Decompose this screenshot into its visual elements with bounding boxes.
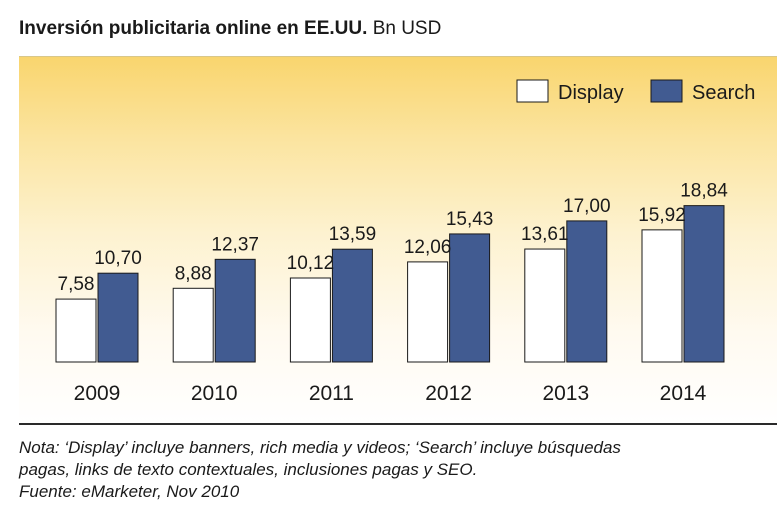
bar-display-2010: [172, 287, 214, 363]
bar-display-2009: [55, 298, 97, 363]
value-label-display-2012: 12,06: [404, 237, 452, 258]
bar-search-2009: [97, 272, 139, 363]
note-line-2: pagas, links de texto contextuales, incl…: [19, 460, 478, 479]
value-label-display-2009: 7,58: [58, 274, 95, 295]
value-label-search-2012: 15,43: [446, 209, 494, 230]
bar-search-2012: [449, 233, 491, 363]
chart-panel: Display Search 7,58 10,70 8,88 12,37 10,12 13…: [19, 56, 777, 425]
value-label-search-2010: 12,37: [211, 234, 259, 255]
legend-label-search: Search: [692, 82, 755, 104]
value-label-search-2014: 18,84: [680, 181, 728, 202]
value-label-display-2013: 13,61: [521, 224, 569, 245]
bar-display-2014: [641, 229, 683, 363]
x-tick-label-2014: 2014: [660, 382, 707, 405]
bars-group: [55, 205, 725, 363]
value-label-display-2010: 8,88: [175, 263, 212, 284]
footnotes: Nota: ‘Display’ incluye banners, rich me…: [19, 437, 621, 503]
bar-display-2012: [407, 261, 449, 363]
legend-swatch-display: [516, 79, 549, 103]
bar-search-2013: [566, 220, 608, 363]
bar-search-2014: [683, 205, 725, 363]
x-tick-label-2011: 2011: [309, 382, 354, 405]
value-labels-group: 7,58 10,70 8,88 12,37 10,12 13,59 12,06 15,43 13…: [58, 181, 729, 295]
chart-title-main: Inversión publicitaria online en EE.UU.: [19, 18, 368, 39]
value-label-display-2014: 15,92: [638, 205, 686, 226]
bar-display-2011: [289, 277, 331, 363]
chart-title-unit: Bn USD: [372, 18, 442, 39]
legend-label-display: Display: [558, 82, 624, 104]
x-tick-label-2012: 2012: [425, 382, 472, 405]
x-tick-label-2010: 2010: [191, 382, 238, 405]
bar-display-2013: [524, 248, 566, 363]
value-label-search-2009: 10,70: [94, 248, 142, 269]
value-label-search-2013: 17,00: [563, 196, 611, 217]
bar-chart: Display Search 7,58 10,70 8,88 12,37 10,12 13…: [55, 79, 755, 405]
note-line-1: Nota: ‘Display’ incluye banners, rich me…: [19, 438, 621, 457]
bar-search-2011: [331, 248, 373, 363]
bottom-rule: [19, 423, 777, 425]
x-tick-label-2013: 2013: [542, 382, 589, 405]
legend: Display Search: [516, 79, 755, 104]
value-label-display-2011: 10,12: [287, 253, 335, 274]
legend-swatch-search: [650, 79, 683, 103]
x-tick-label-2009: 2009: [74, 382, 121, 405]
value-label-search-2011: 13,59: [329, 224, 377, 245]
category-labels-group: 2009 2010 2011 2012 2013 2014: [74, 382, 707, 405]
chart-title: Inversión publicitaria online en EE.UU. …: [19, 18, 441, 40]
source-line: Fuente: eMarketer, Nov 2010: [19, 482, 240, 501]
bar-search-2010: [214, 258, 256, 363]
